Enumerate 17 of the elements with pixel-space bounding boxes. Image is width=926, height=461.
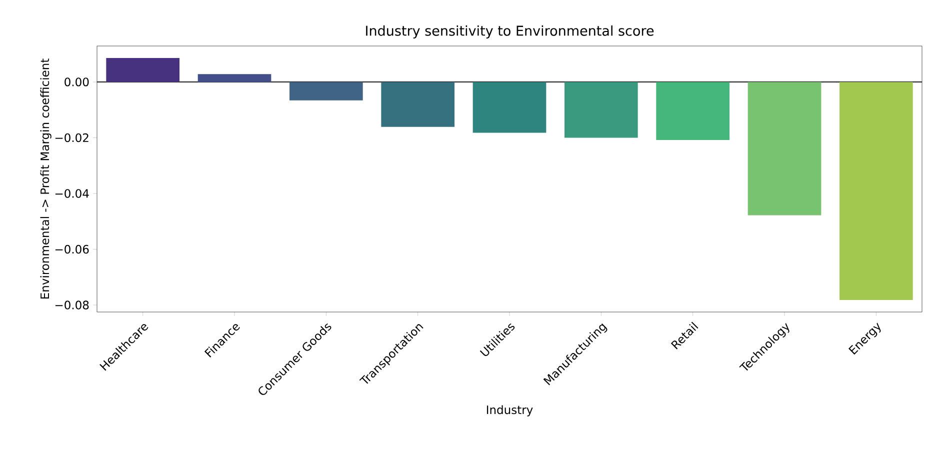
y-tick-label: 0.00 xyxy=(64,78,89,86)
chart-title: Industry sensitivity to Environmental score xyxy=(366,25,654,38)
y-tick-label: −0.08 xyxy=(55,300,89,310)
bar xyxy=(198,74,272,82)
bar xyxy=(106,58,180,82)
bar xyxy=(748,82,822,216)
y-tick-label: −0.06 xyxy=(55,244,89,254)
bar xyxy=(656,82,730,140)
x-axis-title: Industry xyxy=(486,405,533,416)
bar xyxy=(472,82,546,133)
y-axis-title: Environmental -> Profit Margin coefficient xyxy=(40,58,52,299)
y-tick-label: −0.02 xyxy=(55,133,88,142)
bar xyxy=(290,82,363,100)
bar xyxy=(840,82,913,300)
bar xyxy=(381,82,455,127)
y-tick-label: −0.04 xyxy=(55,189,89,198)
bar xyxy=(564,82,638,138)
